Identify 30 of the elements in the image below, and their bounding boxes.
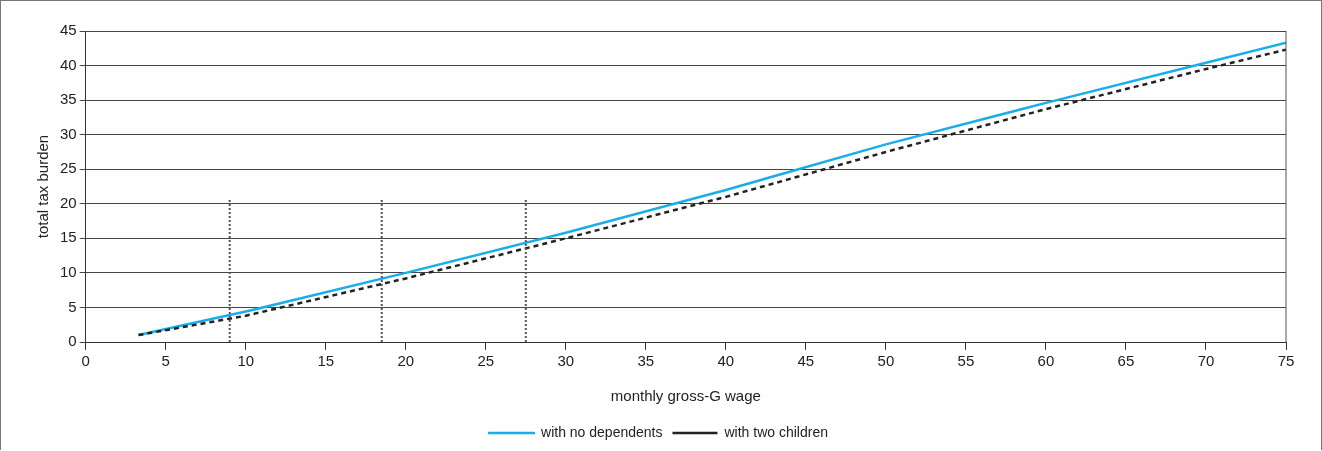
y-tick-label: 35 [60, 90, 77, 108]
legend-label: with two children [723, 423, 828, 440]
x-tick-label: 15 [317, 352, 335, 370]
x-tick-label: 70 [1197, 352, 1215, 370]
x-tick-label: 5 [161, 352, 170, 370]
x-tick-label: 30 [557, 352, 575, 370]
x-tick-label: 0 [81, 352, 90, 370]
y-tick-label: 25 [60, 159, 77, 177]
y-tick-label: 5 [68, 297, 77, 315]
y-tick-label: 15 [60, 228, 77, 246]
x-tick-label: 60 [1037, 352, 1055, 370]
x-tick-label: 35 [637, 352, 655, 370]
x-tick-label: 50 [877, 352, 895, 370]
legend-label: with no dependents [540, 423, 663, 440]
y-axis-title: total tax burden [34, 134, 52, 239]
x-tick-label: 45 [797, 352, 815, 370]
x-tick-label: 55 [957, 352, 975, 370]
y-tick-label: 10 [60, 263, 77, 281]
y-tick-label: 40 [60, 55, 77, 73]
x-tick-label: 25 [477, 352, 495, 370]
x-tick-label: 75 [1277, 352, 1295, 370]
y-tick-label: 0 [68, 332, 77, 350]
x-axis-title: monthly gross-G wage [610, 387, 761, 405]
x-tick-label: 10 [237, 352, 255, 370]
y-tick-label: 20 [60, 193, 77, 211]
y-tick-label: 45 [60, 21, 77, 39]
x-tick-label: 65 [1117, 352, 1135, 370]
y-tick-label: 30 [60, 124, 77, 142]
x-tick-label: 20 [397, 352, 415, 370]
x-tick-label: 40 [717, 352, 735, 370]
